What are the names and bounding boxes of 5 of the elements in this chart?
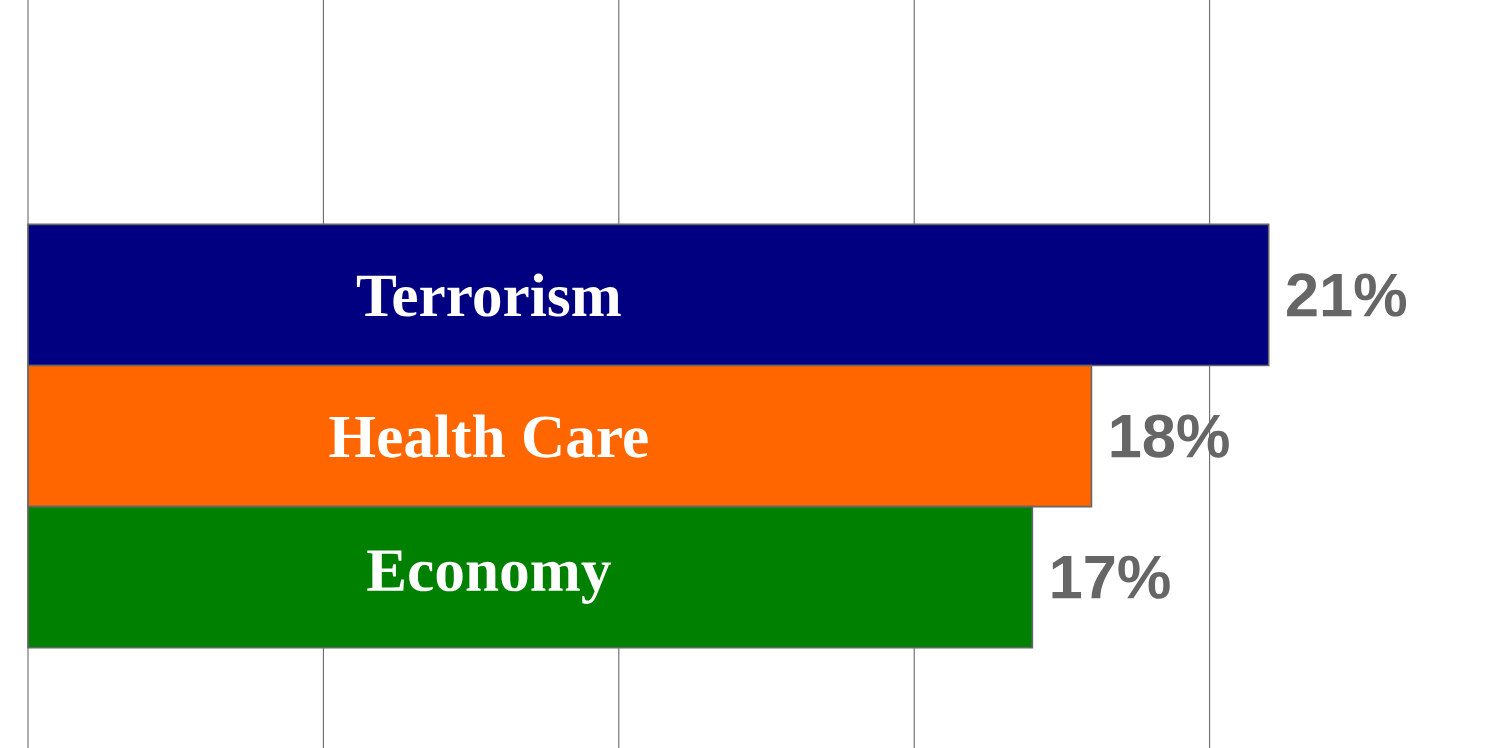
y-tick-label: Terrorism <box>356 273 621 317</box>
y-tick-label: Health Care <box>329 414 648 458</box>
y-tick-label: Economy <box>367 550 611 604</box>
data-label: 17% <box>1052 555 1170 599</box>
data-label: 21% <box>1287 273 1407 317</box>
